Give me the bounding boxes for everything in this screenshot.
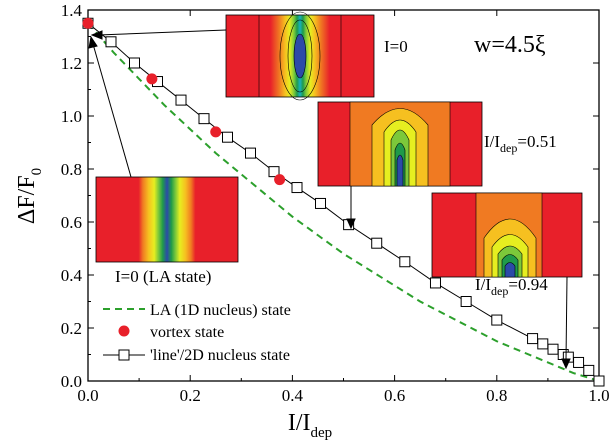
x-axis-title: I/Idep [288,410,332,441]
inset-label-i094-value: =0.94 [508,275,548,294]
x-tick-label: 1.0 [588,386,609,405]
legend-label-vortex: vortex state [150,324,224,341]
point-2d [315,197,327,209]
point-2d [175,94,187,106]
point-2d [593,375,605,387]
inset-label-i094: I/Idep=0.94 [475,275,548,298]
y-tick-label: 0.6 [61,213,82,232]
point-2d [222,131,234,143]
inset-la-state [95,176,239,263]
point-2d [291,182,303,194]
inset-vortex-i094 [431,192,583,278]
point-vortex [274,174,286,186]
series-line-la [87,22,600,382]
point-vortex [210,126,222,138]
width-annotation: w=4.5ξ [474,32,546,58]
inset-label-i094-main: I/I [475,275,491,294]
inset-label-i051: I/Idep=0.51 [484,132,557,155]
inset-vortex-i0 [225,11,375,101]
point-2d [399,256,411,268]
legend: LA (1D nucleus) state vortex state 'line… [103,302,291,364]
legend-swatch-vortex [118,325,130,337]
inset-label-i094-sub: dep [491,284,508,298]
x-tick-label: 0.0 [77,386,98,405]
y-tick-label: 0.0 [61,372,82,391]
x-axis-title-sub: dep [310,425,332,441]
x-axis-title-main: I/I [288,410,311,436]
y-axis-title: ΔF/F0 [14,168,45,224]
point-2d [198,113,210,125]
inset-label-la: I=0 (LA state) [115,267,211,286]
point-2d [583,364,595,376]
legend-label-la: LA (1D nucleus) state [150,302,291,319]
point-2d [573,356,585,368]
point-2d [371,237,383,249]
point-2d [537,338,549,350]
inset-label-i051-main: I/I [484,132,500,151]
point-2d [460,296,472,307]
x-tick-label: 0.8 [486,386,507,405]
y-tick-label: 1.4 [61,1,83,20]
point-2d [547,343,559,355]
x-tick-label: 0.6 [384,386,405,405]
inset-arrows [88,29,571,370]
y-tick-label: 0.2 [61,319,82,338]
point-2d [491,314,503,326]
point-2d [244,147,256,159]
point-2d [129,57,141,69]
x-tick-label: 0.4 [282,386,304,405]
point-2d [105,36,117,48]
y-tick-label: 0.4 [61,266,83,285]
inset-vortex-i051 [317,101,483,187]
legend-swatch-line-marker [118,349,130,361]
series-layer [82,17,605,387]
inset-label-i0: I=0 [384,37,408,56]
y-axis-title-sub: 0 [29,168,45,176]
point-vortex [146,73,158,85]
point-2d [268,166,280,178]
axis-ticks: 0.0 0.2 0.4 0.6 0.8 1.0 0.0 0.2 0.4 0.6 0.8 1.0 1.2 1… [61,1,610,405]
y-axis-title-main: ΔF/F [14,175,40,224]
legend-label-line: 'line'/2D nucleus state [150,347,290,364]
y-tick-label: 1.0 [61,107,82,126]
x-tick-label: 0.2 [180,386,201,405]
point-2d [429,277,441,289]
y-tick-label: 0.8 [61,160,82,179]
inset-label-i051-value: =0.51 [517,132,556,151]
inset-label-i051-sub: dep [500,141,517,155]
point-vortex [82,17,94,29]
y-tick-label: 1.2 [61,54,82,73]
point-2d [527,333,539,345]
